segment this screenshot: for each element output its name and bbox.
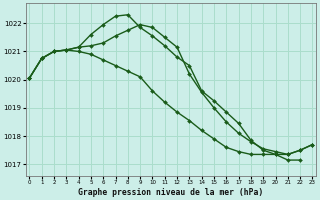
X-axis label: Graphe pression niveau de la mer (hPa): Graphe pression niveau de la mer (hPa) bbox=[78, 188, 264, 197]
